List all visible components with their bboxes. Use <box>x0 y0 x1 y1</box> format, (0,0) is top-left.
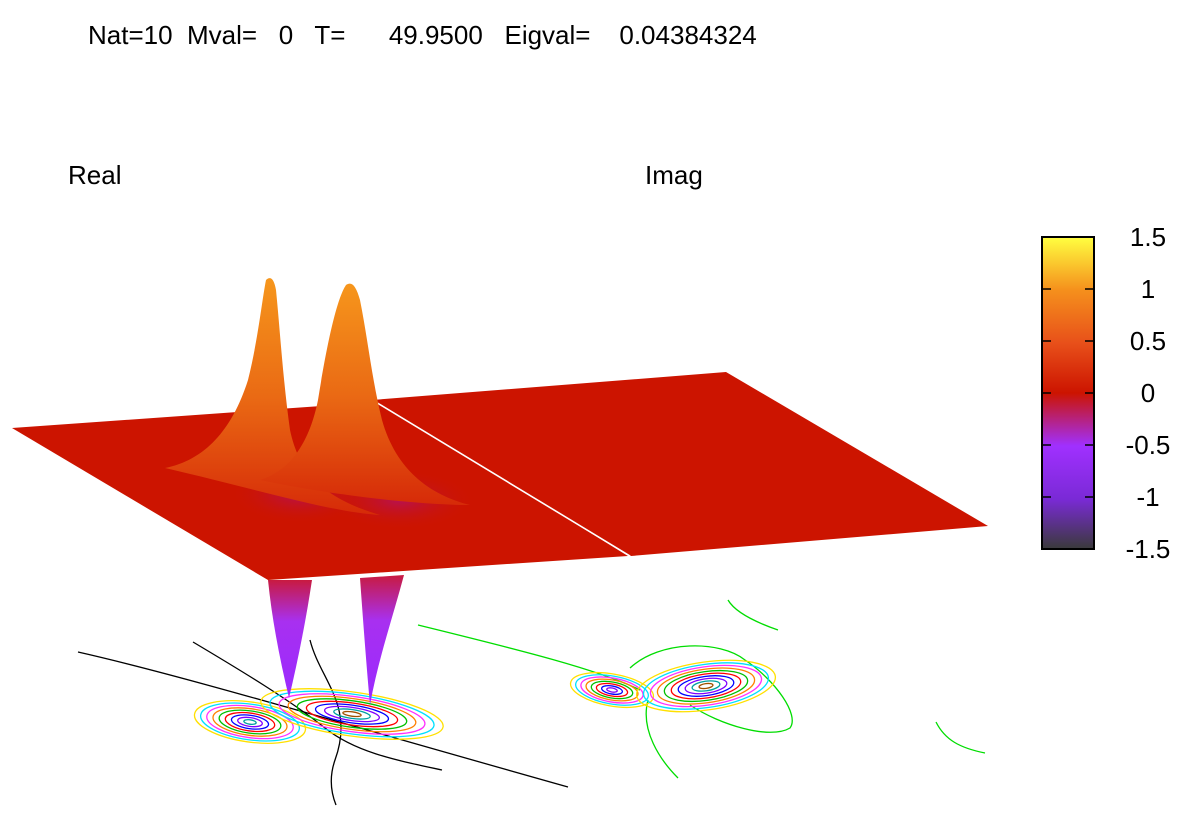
contour-ring <box>243 719 257 725</box>
contour-ring <box>585 678 639 702</box>
contour-ring <box>691 680 721 692</box>
contour-ring <box>269 690 435 738</box>
colorbar-tick-label: 0.5 <box>1130 326 1166 356</box>
contour-ring <box>684 677 728 695</box>
colorbar-tick-label: 0 <box>1141 378 1155 408</box>
contour-ring <box>606 687 618 693</box>
contour-line <box>645 699 679 779</box>
contour-ring <box>635 659 777 713</box>
contour-ring <box>600 685 624 695</box>
contour-ring <box>670 672 742 700</box>
contour-line <box>309 639 342 806</box>
contour-ring <box>230 714 270 730</box>
real-peak-right <box>260 283 470 505</box>
panel-label-imag: Imag <box>645 160 703 190</box>
colorbar-ticks: 1.5 1 0.5 0 -0.5 -1 -1.5 <box>1042 222 1170 564</box>
real-trough-right <box>360 575 404 705</box>
contour-ring <box>212 707 288 737</box>
contour-ring <box>569 671 655 709</box>
colorbar-tick-label: -0.5 <box>1126 430 1171 460</box>
contour-ring <box>595 682 629 698</box>
contour-ring <box>237 716 263 728</box>
contour-ring <box>663 669 749 703</box>
colorbar-tick-label: -1 <box>1136 482 1159 512</box>
contour-ring <box>278 693 426 735</box>
contour-line <box>727 599 779 631</box>
panel-seam <box>373 400 631 557</box>
contour-line <box>417 624 641 691</box>
contour-ring <box>575 674 649 706</box>
contour-ring <box>287 695 417 733</box>
contour-ring <box>698 682 714 690</box>
contour-ring <box>260 688 444 740</box>
real-trough-left <box>268 580 312 698</box>
contour-line <box>77 651 569 788</box>
colorbar: 1.5 1 0.5 0 -0.5 -1 -1.5 <box>1041 222 1170 564</box>
contour-ring <box>296 698 408 730</box>
contour-line <box>192 641 443 771</box>
colorbar-tick-label: 1 <box>1141 274 1155 304</box>
contour-ring <box>342 710 362 718</box>
contour-ring <box>333 708 371 720</box>
contour-line <box>935 721 986 754</box>
contour-ring <box>314 703 390 725</box>
panel-label-real: Real <box>68 160 122 190</box>
contour-ring <box>324 705 380 723</box>
contour-ring <box>206 704 294 740</box>
contour-ring <box>218 709 282 735</box>
colorbar-tick-label: 1.5 <box>1130 222 1166 252</box>
contour-ring <box>305 700 399 728</box>
contour-ring <box>642 662 770 710</box>
contour-ring <box>580 676 644 704</box>
imag-surface-plane <box>372 372 988 556</box>
contours-real <box>77 639 569 806</box>
contour-ring <box>193 700 307 744</box>
contour-ring <box>656 667 756 705</box>
contour-ring <box>224 711 276 733</box>
contour-ring <box>677 675 735 697</box>
contours-imag-rings <box>569 659 777 713</box>
contours-real-rings <box>193 688 444 744</box>
contour-ring <box>649 664 763 708</box>
contour-line <box>629 645 793 733</box>
real-peak-left <box>165 278 380 515</box>
contour-ring <box>590 680 634 700</box>
contour-ring <box>199 702 301 742</box>
chart-title: Nat=10 Mval= 0 T= 49.9500 Eigval= 0.0438… <box>88 20 757 50</box>
colorbar-tick-label: -1.5 <box>1126 534 1171 564</box>
